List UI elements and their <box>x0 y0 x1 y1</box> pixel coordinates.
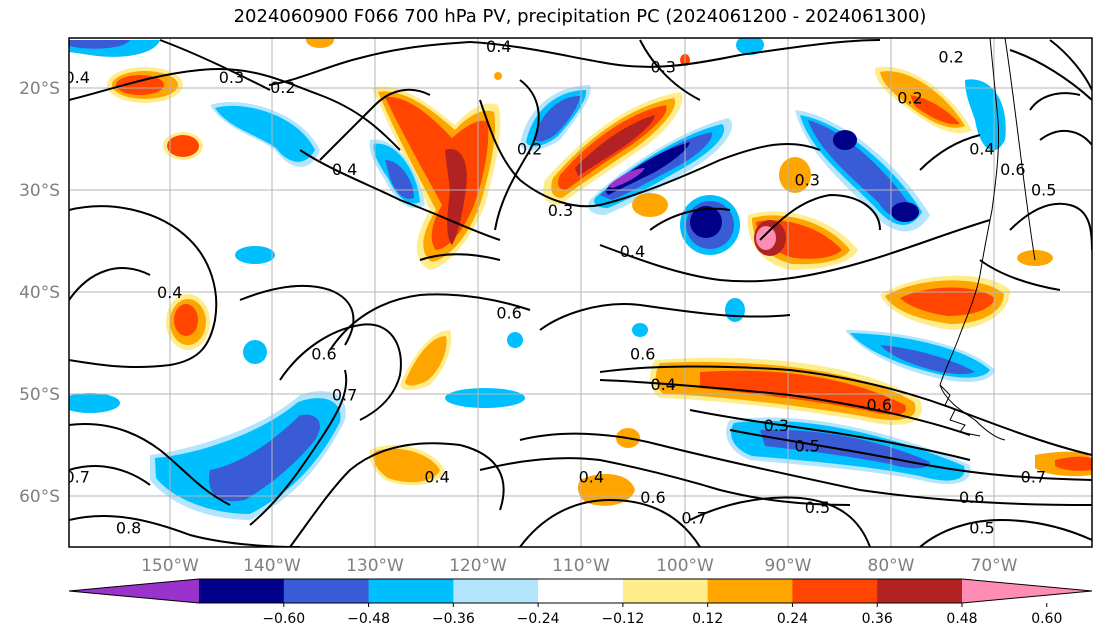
contour-label: 0.5 <box>969 519 994 538</box>
colorbar-tick-label: 0.12 <box>692 611 723 627</box>
contour-label: 0.6 <box>496 303 521 322</box>
contour-label: 0.5 <box>805 498 830 517</box>
lon-label: 110°W <box>552 556 610 576</box>
contour-label: 0.4 <box>64 68 89 87</box>
contour-label: 0.5 <box>1031 181 1056 200</box>
contour-label: 0.3 <box>794 170 819 189</box>
colorbar-tick-label: −0.60 <box>262 611 305 627</box>
lat-label: 30°S <box>19 181 60 201</box>
colorbar-extend-min <box>69 579 199 603</box>
colorbar-tick-label: 0.60 <box>1031 611 1062 627</box>
lat-label: 40°S <box>19 283 60 303</box>
contour-label: 0.3 <box>764 416 789 435</box>
latitude-labels: 20°S 30°S 40°S 50°S 60°S <box>19 79 60 507</box>
lon-label: 140°W <box>243 556 301 576</box>
contour-label: 0.8 <box>116 519 141 538</box>
contour-label: 0.7 <box>64 467 89 486</box>
lat-label: 60°S <box>19 487 60 507</box>
colorbar-extend-max <box>962 579 1092 603</box>
lon-label: 130°W <box>346 556 404 576</box>
map-frame <box>68 37 1093 548</box>
colorbar-tick-label: 0.24 <box>777 611 808 627</box>
lon-label: 70°W <box>971 556 1018 576</box>
contour-label: 0.2 <box>897 88 922 107</box>
colorbar-tick-label: −0.24 <box>517 611 560 627</box>
contour-label: 0.4 <box>424 467 449 486</box>
contour-label: 0.4 <box>486 37 511 56</box>
contour-label: 0.3 <box>219 68 244 87</box>
colorbar: −0.60 −0.48 −0.36 −0.24 −0.12 0.12 0.24 0.36 0.4… <box>68 578 1093 627</box>
contour-label: 0.4 <box>332 160 357 179</box>
contour-label: 0.3 <box>651 58 676 77</box>
colorbar-tick-label: −0.12 <box>601 611 644 627</box>
contour-label: 0.2 <box>938 47 963 66</box>
pv-contours <box>69 39 1092 547</box>
colorbar-tick-label: −0.48 <box>347 611 390 627</box>
lat-label: 20°S <box>19 79 60 99</box>
lon-label: 90°W <box>765 556 812 576</box>
contour-label: 0.6 <box>311 344 336 363</box>
colorbar-segment <box>283 579 370 603</box>
colorbar-segment <box>368 579 454 603</box>
lat-label: 50°S <box>19 385 60 405</box>
contour-label: 0.7 <box>1021 467 1046 486</box>
lon-label: 100°W <box>656 556 714 576</box>
colorbar-outline <box>68 578 1093 604</box>
contour-label: 0.6 <box>630 344 655 363</box>
contour-label: 0.4 <box>969 140 994 159</box>
contour-label: 0.4 <box>620 242 645 261</box>
lon-label: 150°W <box>141 556 199 576</box>
contour-label: 0.6 <box>959 488 984 507</box>
grid-lines <box>69 38 1092 547</box>
lon-label: 120°W <box>449 556 507 576</box>
contour-label: 0.7 <box>681 508 706 527</box>
contour-label: 0.6 <box>640 488 665 507</box>
colorbar-tick-label: 0.36 <box>862 611 893 627</box>
colorbar-tick-label: −0.36 <box>432 611 475 627</box>
contour-label: 0.7 <box>332 385 357 404</box>
contour-label: 0.4 <box>651 375 676 394</box>
colorbar-segment <box>707 579 793 603</box>
contour-label: 0.5 <box>794 437 819 456</box>
colorbar-segment <box>792 579 878 603</box>
colorbar-segment <box>538 579 624 603</box>
colorbar-segment <box>622 579 709 603</box>
contour-label: 0.6 <box>866 396 891 415</box>
longitude-labels: 150°W 140°W 130°W 120°W 110°W 100°W 90°W… <box>141 556 1018 576</box>
contour-label: 0.6 <box>1000 160 1025 179</box>
contour-labels: 0.4 0.3 0.2 0.4 0.3 0.2 0.2 0.4 0.6 0.5 0.4 0.2 0.3 0… <box>64 37 1056 538</box>
colorbar-segment <box>877 579 963 603</box>
contour-label: 0.4 <box>157 283 182 302</box>
contour-label: 0.2 <box>270 78 295 97</box>
contour-label: 0.3 <box>548 201 573 220</box>
map-title: 2024060900 F066 700 hPa PV, precipitatio… <box>233 6 927 27</box>
colorbar-tick-label: 0.48 <box>946 611 977 627</box>
contour-label: 0.2 <box>517 140 542 159</box>
colorbar-segment <box>453 579 539 603</box>
colorbar-segment <box>199 579 285 603</box>
contour-label: 0.4 <box>579 467 604 486</box>
lon-label: 80°W <box>868 556 915 576</box>
